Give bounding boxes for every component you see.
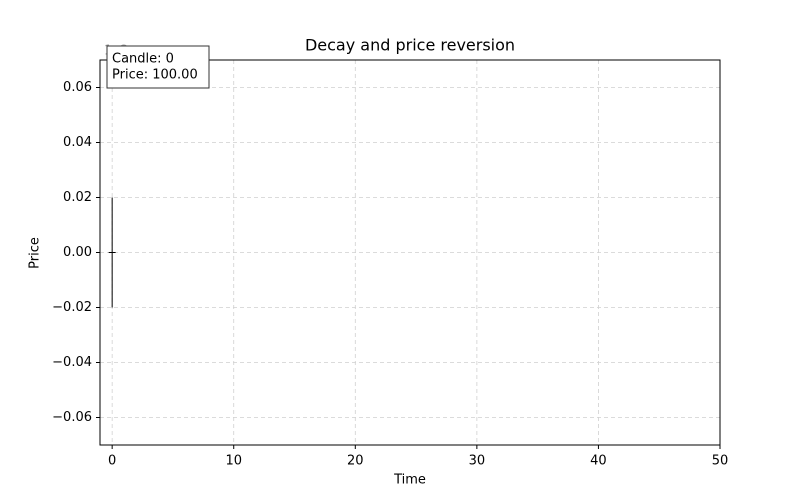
y-tick-label: −0.02: [52, 300, 92, 315]
annotation-text: Price: 100.00: [112, 68, 198, 83]
x-tick-label: 10: [225, 454, 242, 469]
plot-frame: [99, 59, 721, 446]
x-tick-label: 40: [590, 454, 607, 469]
annotation-text: Candle: 0: [112, 52, 174, 67]
y-tick-label: 0.00: [63, 245, 92, 260]
x-tick-label: 50: [712, 454, 729, 469]
y-tick-label: 0.02: [63, 190, 92, 205]
x-tick-label: 30: [469, 454, 486, 469]
y-axis-label: Price: [28, 237, 43, 269]
y-tick-label: −0.06: [52, 410, 92, 425]
x-tick-label: 20: [347, 454, 364, 469]
annotation-box: [106, 45, 210, 89]
y-tick-label: 0.06: [63, 80, 92, 95]
chart-title: Decay and price reversion: [305, 36, 515, 55]
y-tick-label: 0.04: [63, 135, 92, 150]
x-axis-label: Time: [393, 473, 426, 488]
candle-body: [108, 252, 116, 253]
y-tick-label: −0.04: [52, 355, 92, 370]
x-tick-label: 0: [108, 454, 116, 469]
